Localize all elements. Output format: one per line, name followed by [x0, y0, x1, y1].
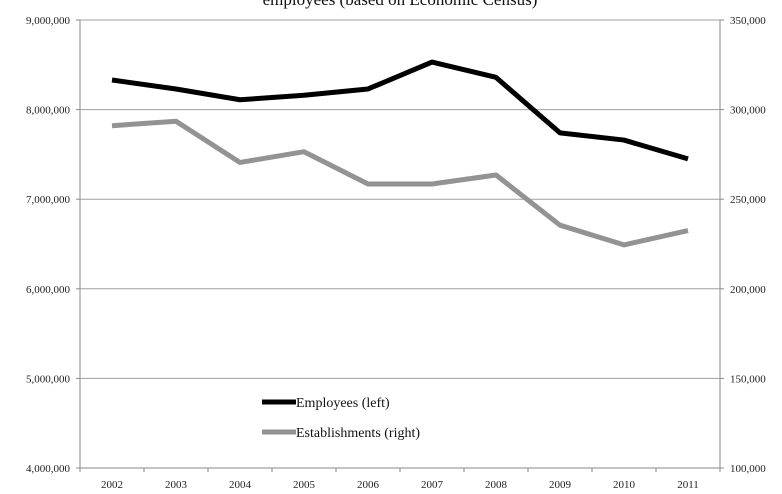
employees-legend-label: Employees (left)	[296, 396, 390, 411]
x-tick-label: 2007	[421, 479, 444, 491]
establishments-legend-label: Establishments (right)	[296, 426, 420, 441]
x-tick-label: 2011	[677, 479, 699, 491]
right-tick-label: 300,000	[730, 105, 766, 117]
x-tick-label: 2008	[485, 479, 508, 491]
legend: Employees (left) Establishments (right)	[262, 396, 420, 441]
x-tick-label: 2006	[357, 479, 380, 491]
left-axis-tick-labels: 4,000,000 5,000,000 6,000,000 7,000,000 8,00…	[26, 15, 71, 475]
left-tick-label: 8,000,000	[26, 105, 71, 117]
left-tick-label: 7,000,000	[26, 194, 71, 206]
establishments-line	[111, 118, 689, 248]
gridlines	[80, 19, 720, 379]
x-tick-label: 2005	[293, 479, 316, 491]
left-tick-label: 4,000,000	[26, 463, 71, 475]
right-tick-label: 200,000	[730, 284, 766, 296]
chart-title: employees (based on Economic Census)	[263, 0, 538, 9]
left-tick-label: 9,000,000	[26, 15, 71, 27]
axes	[76, 19, 724, 472]
series-lines	[111, 59, 689, 248]
x-tick-label: 2009	[549, 479, 572, 491]
right-tick-label: 350,000	[730, 15, 766, 27]
right-tick-label: 100,000	[730, 463, 766, 475]
employees-line	[111, 59, 689, 162]
right-tick-label: 150,000	[730, 373, 766, 385]
x-tick-label: 2002	[101, 479, 123, 491]
x-tick-label: 2004	[229, 479, 252, 491]
x-axis-tick-labels: 2002 2003 2004 2005 2006 2007 2008 2009 2010 2011	[101, 479, 699, 491]
left-tick-label: 5,000,000	[26, 373, 71, 385]
left-tick-label: 6,000,000	[26, 284, 71, 296]
right-axis-tick-labels: 100,000 150,000 200,000 250,000 300,000 350,0…	[730, 15, 766, 475]
right-tick-label: 250,000	[730, 194, 766, 206]
x-tick-label: 2003	[165, 479, 188, 491]
x-tick-label: 2010	[613, 479, 636, 491]
